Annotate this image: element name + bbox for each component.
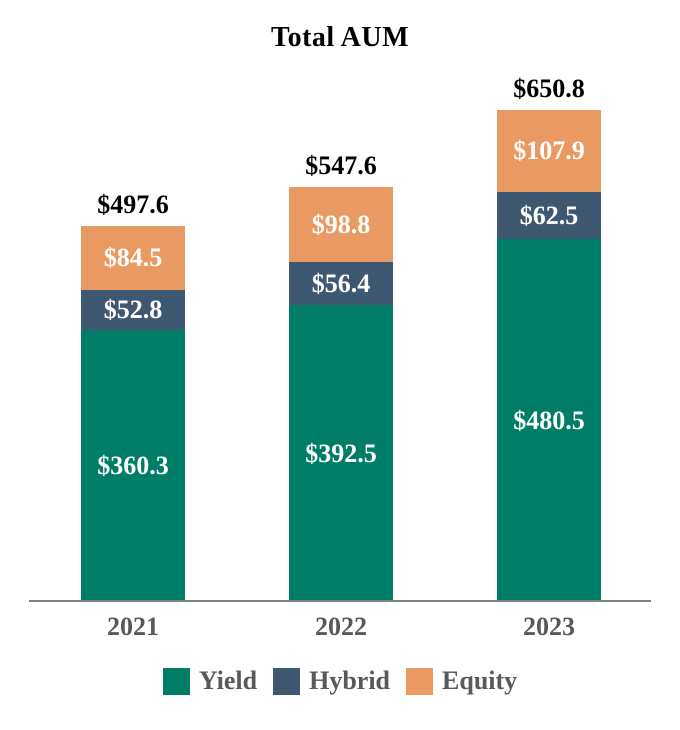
chart-title: Total AUM — [270, 22, 410, 53]
bar-segment-hybrid-2022: $56.4 — [289, 262, 393, 305]
segment-value-label: $98.8 — [311, 209, 371, 239]
segment-value-label: $480.5 — [513, 405, 585, 435]
legend-item-equity: Equity — [406, 666, 517, 696]
legend-label: Hybrid — [309, 666, 391, 695]
bar-segment-yield-2021: $360.3 — [81, 330, 185, 602]
stacked-bar-2021: $360.3 $52.8 $84.5 — [81, 226, 185, 602]
legend-label: Yield — [198, 666, 258, 695]
x-axis-label-2021: 2021 — [107, 612, 159, 641]
bar-segment-equity-2021: $84.5 — [81, 226, 185, 290]
legend-swatch-hybrid — [273, 667, 301, 695]
segment-value-label: $62.5 — [519, 200, 579, 230]
legend-label: Equity — [442, 666, 518, 695]
bar-segment-equity-2022: $98.8 — [289, 187, 393, 262]
bar-segment-equity-2023: $107.9 — [497, 110, 601, 192]
bar-segment-hybrid-2023: $62.5 — [497, 192, 601, 239]
legend: Yield Hybrid Equity — [0, 666, 680, 696]
segment-value-label: $56.4 — [311, 268, 371, 298]
x-axis-label-2022: 2022 — [315, 612, 367, 641]
segment-value-label: $52.8 — [103, 295, 163, 324]
x-axis-line — [29, 600, 651, 602]
segment-value-label: $84.5 — [103, 243, 163, 272]
legend-item-yield: Yield — [162, 666, 258, 696]
segment-value-label: $392.5 — [305, 438, 377, 468]
total-value-label: $497.6 — [97, 190, 169, 219]
bar-segment-yield-2023: $480.5 — [497, 239, 601, 602]
legend-swatch-equity — [406, 667, 434, 695]
total-value-label: $547.6 — [305, 151, 377, 180]
legend-swatch-yield — [162, 667, 190, 695]
bar-segment-hybrid-2021: $52.8 — [81, 290, 185, 330]
x-axis-label-2023: 2023 — [523, 612, 575, 641]
total-value-label: $650.8 — [513, 74, 585, 103]
stacked-bar-2022: $392.5 $56.4 $98.8 — [289, 187, 393, 602]
segment-value-label: $360.3 — [97, 451, 169, 480]
legend-item-hybrid: Hybrid — [273, 666, 390, 696]
bar-segment-yield-2022: $392.5 — [289, 305, 393, 602]
stacked-bar-2023: $480.5 $62.5 $107.9 — [497, 110, 601, 602]
segment-value-label: $107.9 — [513, 136, 585, 165]
